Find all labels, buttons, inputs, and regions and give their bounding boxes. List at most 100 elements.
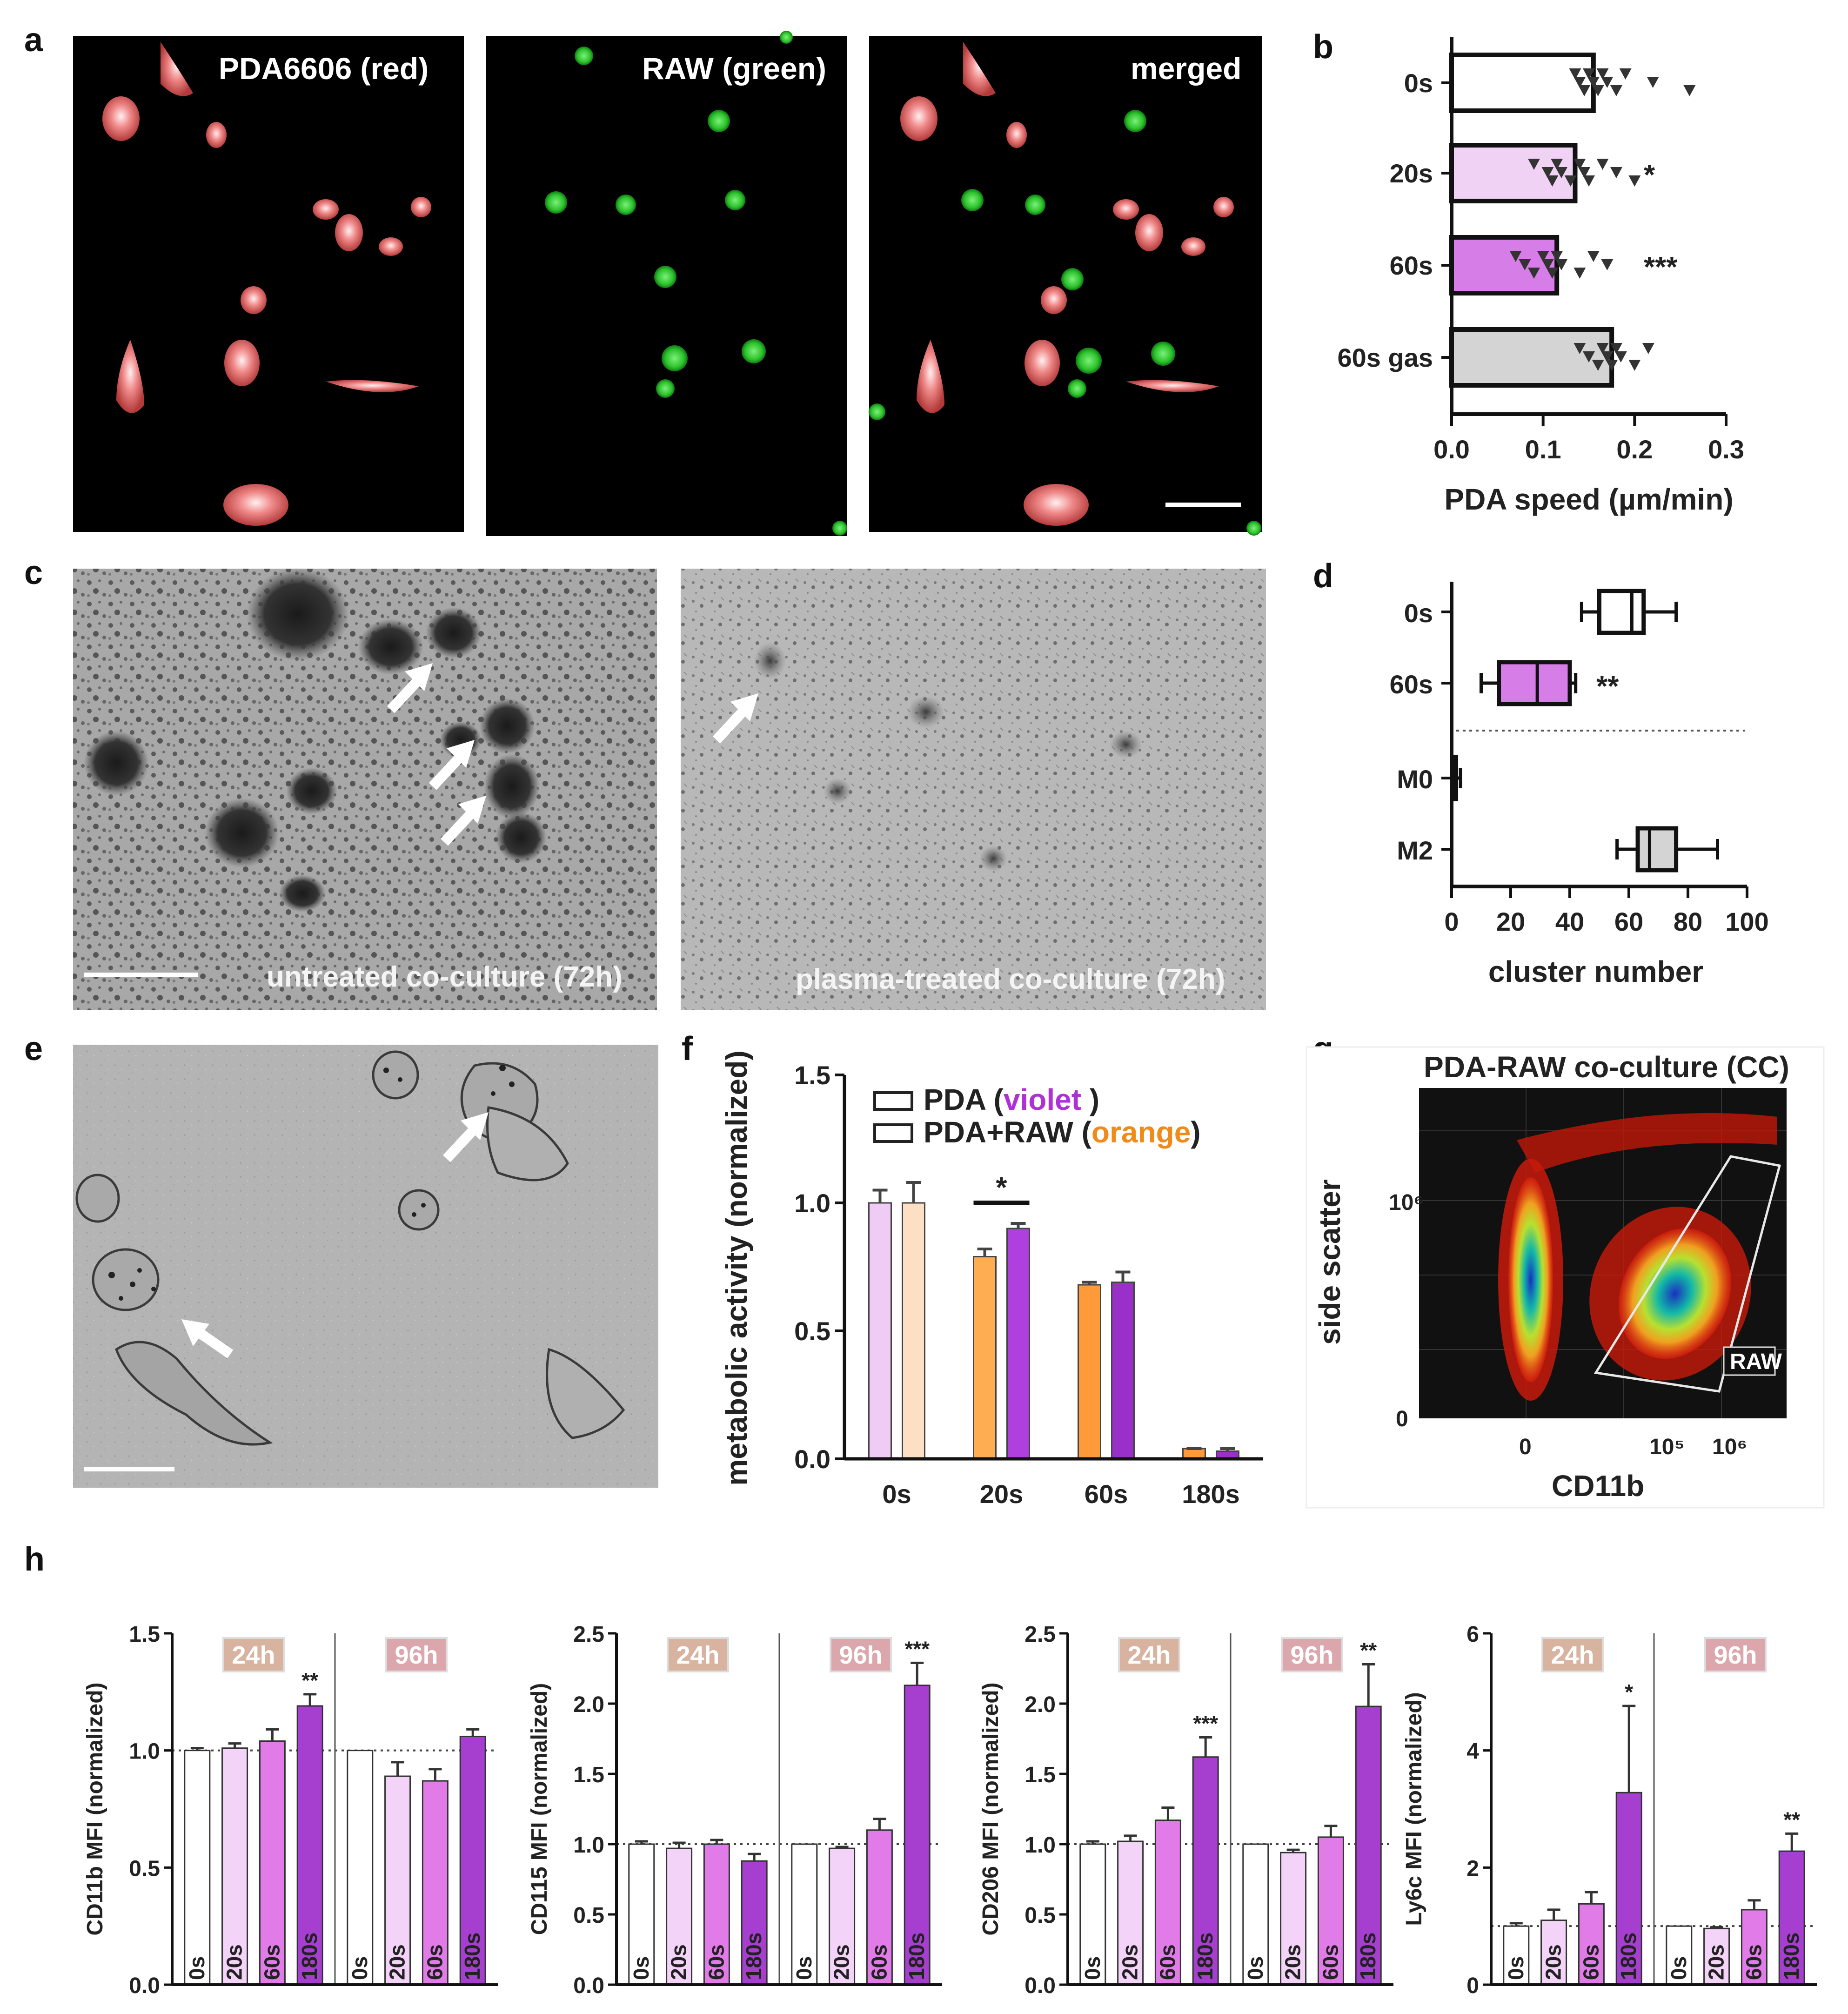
data-point xyxy=(1573,159,1586,170)
brightfield-plasma: plasma-treated co-culture (72h) xyxy=(681,569,1266,1010)
scale-bar xyxy=(1165,503,1241,507)
y-tick-label: 4 xyxy=(1466,1739,1479,1764)
data-point xyxy=(1564,175,1577,187)
y-axis-label: CD115 MFI (normalized) xyxy=(527,1683,552,1935)
subplot-3: 0s 20s 60s 180s *** 24h 0s 20s 60s 180s ** 96h 0.0 0.… xyxy=(978,1622,1393,1998)
significance-marker: * xyxy=(996,1172,1007,1204)
gate-label: RAW xyxy=(1730,1349,1782,1374)
bar-24h xyxy=(666,1847,693,1986)
green-channel-label: RAW (green) xyxy=(642,51,826,86)
bar-category-label: 0s xyxy=(1667,1956,1691,1980)
bar-category-label: 0s xyxy=(348,1956,372,1980)
bar-category-label: 20s xyxy=(1118,1944,1142,1980)
x-tick-label: 0 xyxy=(1444,907,1459,936)
data-point xyxy=(1509,251,1522,262)
data-point xyxy=(1587,77,1600,88)
scale-bar xyxy=(84,1467,174,1471)
bar-24h xyxy=(628,1843,655,1986)
x-tick-label: 60 xyxy=(1614,907,1643,936)
legend-pda-color: violet xyxy=(1004,1083,1081,1116)
untreated-label: untreated co-culture (72h) xyxy=(267,961,623,993)
bar-category-label: 60s xyxy=(704,1944,728,1980)
flow-title: PDA-RAW co-culture (CC) xyxy=(1424,1050,1789,1084)
bar-96h xyxy=(1666,1925,1693,1986)
data-point xyxy=(1628,360,1641,371)
panel-d-label: d xyxy=(1313,557,1333,595)
data-point xyxy=(1583,351,1595,363)
category-label: M0 xyxy=(1397,765,1433,794)
legend-pdaraw-c: ) xyxy=(1191,1115,1200,1149)
legend-swatch xyxy=(873,1091,913,1111)
x-tick-label: 0s xyxy=(882,1479,911,1509)
bar xyxy=(1078,1284,1101,1460)
panel-f-label: f xyxy=(682,1030,693,1067)
data-point xyxy=(1578,85,1591,96)
micrograph-merged: merged xyxy=(869,36,1262,536)
category-label: M2 xyxy=(1397,836,1433,865)
legend-pda-a: PDA ( xyxy=(924,1083,1004,1116)
brightfield-untreated: untreated co-culture (72h) xyxy=(73,568,657,1010)
y-tick-label: 6 xyxy=(1466,1622,1479,1647)
flow-ylabel: side scatter xyxy=(1313,1179,1346,1345)
bar-0s xyxy=(1449,53,1596,113)
y-tick-label: 1.0 xyxy=(794,1188,830,1218)
data-point xyxy=(1596,159,1609,170)
significance-marker: ** xyxy=(1783,1807,1800,1832)
data-point xyxy=(1628,175,1641,187)
time-box xyxy=(830,1637,892,1672)
bar xyxy=(1111,1282,1135,1460)
bar-category-label: 60s xyxy=(1155,1944,1179,1980)
bar-category-label: 60s xyxy=(260,1944,284,1980)
y-tick-label: 2.0 xyxy=(573,1692,604,1717)
data-point xyxy=(1541,259,1554,270)
bar xyxy=(902,1202,925,1460)
x-tick-label: 20s xyxy=(980,1479,1023,1509)
bar xyxy=(868,1202,892,1460)
plasma-label: plasma-treated co-culture (72h) xyxy=(796,963,1225,995)
subplot-1: 0s 20s 60s 180s ** 24h 0s 20s 60s 180s 96h 0.0 0.5 1.… xyxy=(83,1622,498,1998)
box-60s xyxy=(1497,660,1572,706)
bar-category-label: 0s xyxy=(1504,1956,1528,1980)
y-tick-label: 2 xyxy=(1466,1856,1479,1881)
bar xyxy=(973,1256,997,1460)
y-tick-label: 1.5 xyxy=(573,1763,604,1787)
time-box-label: 24h xyxy=(1551,1641,1594,1669)
panel-h-label: h xyxy=(24,1541,45,1578)
bar-24h xyxy=(259,1740,286,1986)
data-point xyxy=(1555,167,1567,178)
y-tick-label: 0 xyxy=(1466,1974,1479,1998)
category-label: 60s xyxy=(1390,670,1433,699)
bar-category-label: 0s xyxy=(1243,1956,1267,1980)
micrograph-red: PDA6606 (red) xyxy=(73,36,464,532)
panel-c-label: c xyxy=(24,554,43,591)
x-axis-label: PDA speed (µm/min) xyxy=(1444,483,1733,516)
data-point xyxy=(1601,259,1614,270)
time-box-label: 96h xyxy=(839,1641,882,1669)
bar-category-label: 0s xyxy=(1080,1956,1105,1980)
legend-pdaraw-color: orange xyxy=(1091,1115,1191,1149)
bar-96h xyxy=(422,1780,449,1986)
time-box xyxy=(1541,1637,1604,1672)
x-tick-label: 60s xyxy=(1085,1479,1128,1509)
bar-60s xyxy=(1449,235,1560,295)
bar-category-label: 180s xyxy=(460,1933,484,1980)
chart-b: 0s 20s * 60s *** 60s gas 0.0 0.1 0.2 0.3 PDA speed… xyxy=(1338,37,1744,516)
raw-gate xyxy=(1594,1155,1781,1393)
arrow-icons xyxy=(181,1112,489,1359)
dark-granules xyxy=(108,1065,515,1301)
data-point xyxy=(1519,259,1531,270)
red-cells xyxy=(102,42,431,526)
small-clusters xyxy=(754,642,1142,872)
y-tick-label: 1.0 xyxy=(129,1739,160,1764)
y-tick-label: 1.0 xyxy=(573,1833,604,1858)
bar-category-label: 60s xyxy=(1741,1944,1766,1980)
bar-96h xyxy=(1280,1852,1307,1986)
time-box-label: 96h xyxy=(1714,1641,1757,1669)
data-point xyxy=(1551,159,1563,170)
cluster-blobs xyxy=(84,568,547,912)
y-tick-label: 2.5 xyxy=(573,1622,604,1647)
time-box xyxy=(385,1637,448,1672)
bar-category-label: 180s xyxy=(1193,1933,1217,1980)
data-point xyxy=(1569,68,1581,80)
